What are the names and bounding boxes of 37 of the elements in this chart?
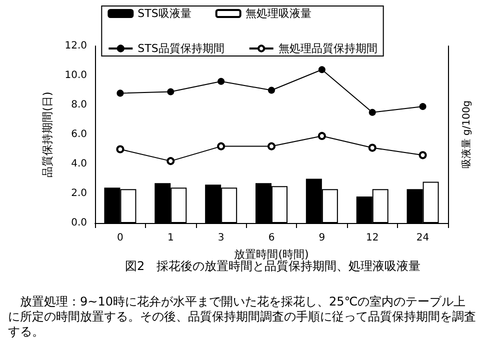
y-tick-label: 12.0 — [64, 40, 87, 52]
point — [368, 108, 376, 116]
point — [166, 157, 175, 166]
x-tick-label: 6 — [268, 232, 275, 244]
y-tick-label: 10.0 — [64, 70, 87, 81]
legend-label: 無処理吸液量 — [245, 7, 312, 20]
y-tick-label: 4.0 — [71, 158, 87, 170]
x-axis-title: 放置時間(時間) — [234, 248, 309, 261]
legend-label: 無処理品質保持期間 — [278, 42, 378, 55]
point — [217, 142, 226, 150]
y-tick-label: 8.0 — [71, 100, 87, 110]
x-tick-label: 24 — [416, 232, 430, 244]
x-tick-label: 1 — [167, 232, 174, 244]
point — [418, 151, 427, 160]
caption: 図2 採花後の放置時間と品質保持期間、処理液吸液量 — [125, 259, 421, 273]
point — [218, 78, 225, 85]
x-tick-label: 0 — [117, 232, 124, 244]
x-tick-label: 12 — [366, 232, 379, 244]
point — [268, 86, 275, 94]
y-axis-title: 品質保持期間(日) — [41, 92, 54, 178]
point — [368, 144, 376, 152]
point — [268, 142, 276, 150]
legend-label: STS品質保持期間 — [138, 42, 224, 55]
point — [116, 90, 124, 97]
x-tick-label: 3 — [218, 232, 224, 244]
y-tick-label: 2.0 — [71, 188, 87, 199]
point — [318, 66, 326, 74]
point — [167, 88, 174, 96]
y-tick-label: 0.0 — [71, 218, 87, 228]
y2-axis-title: 吸液量 g/100g — [460, 100, 472, 169]
point — [318, 132, 326, 140]
y-tick-label: 6.0 — [71, 129, 87, 140]
legend-label: STS吸液量 — [138, 7, 192, 20]
text: 放置処理：9~10時に花弁が水平まで開いた花を採花し、25℃の室内のテーブル上に所定の時間放置する。その後、品質保持期間調査の手順に従って品質保持期間を調査する。 — [8, 294, 476, 338]
x-tick-label: 9 — [318, 232, 326, 244]
point — [419, 102, 426, 110]
point — [116, 145, 124, 154]
